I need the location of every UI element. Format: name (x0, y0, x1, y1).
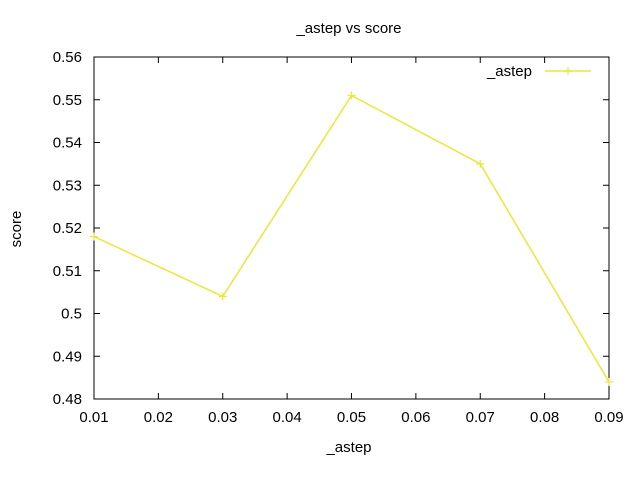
y-tick-label: 0.48 (53, 391, 82, 408)
y-tick-label: 0.54 (53, 135, 82, 152)
y-tick-label: 0.56 (53, 49, 82, 66)
data-point-marker (90, 232, 98, 241)
y-tick-label: 0.53 (53, 177, 82, 194)
y-tick-label: 0.51 (53, 263, 82, 280)
data-point-marker (605, 377, 613, 386)
x-tick-label: 0.05 (337, 409, 366, 426)
axes-layer: 0.01 0.02 0.03 0.04 0.05 0.06 0.07 0.08 0.09 0.48… (53, 49, 624, 426)
y-tick-label: 0.55 (53, 92, 82, 109)
chart-title: _astep vs score (295, 20, 401, 37)
y-tick-label: 0.49 (53, 348, 82, 365)
legend: _astep (486, 63, 591, 80)
x-tick-label: 0.08 (530, 409, 559, 426)
x-tick-label: 0.03 (208, 409, 237, 426)
series-layer (90, 91, 613, 386)
y-tick-label: 0.5 (61, 306, 82, 323)
x-tick-label: 0.09 (594, 409, 623, 426)
x-tick-label: 0.04 (273, 409, 302, 426)
legend-label: _astep (486, 63, 532, 80)
x-axis-label: _astep (325, 439, 371, 456)
x-tick-label: 0.06 (401, 409, 430, 426)
data-point-marker (218, 292, 227, 301)
x-tick-label: 0.01 (79, 409, 108, 426)
data-point-marker (476, 159, 485, 168)
data-point-marker (347, 91, 356, 100)
y-axis-label: score (8, 211, 25, 248)
y-tick-label: 0.52 (53, 220, 82, 237)
x-tick-label: 0.07 (466, 409, 495, 426)
x-tick-label: 0.02 (144, 409, 173, 426)
